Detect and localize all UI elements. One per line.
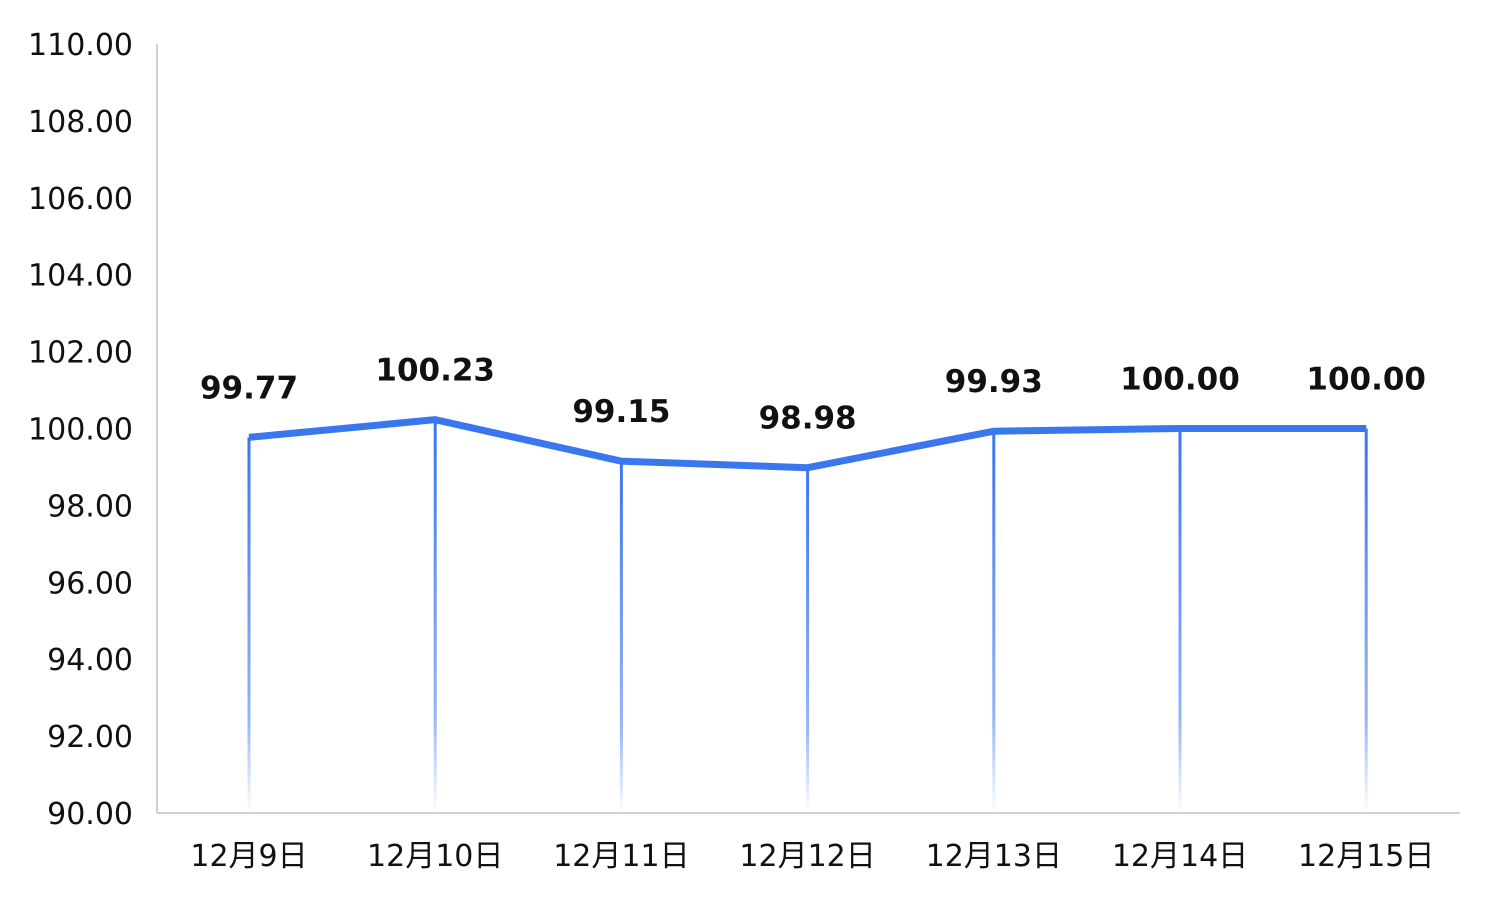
y-tick-label: 96.00 — [47, 566, 133, 601]
data-label: 98.98 — [759, 401, 857, 437]
y-axis: 90.00 92.00 94.00 96.00 98.00 100.00 102.00 104… — [28, 28, 158, 832]
series-line-group — [248, 416, 1367, 472]
data-label: 99.77 — [200, 370, 298, 406]
x-tick-label: 12月14日 — [1112, 839, 1248, 874]
y-tick-label: 94.00 — [47, 643, 133, 678]
drop-lines — [247, 419, 1368, 813]
x-axis: 12月9日 12月10日 12月11日 12月12日 12月13日 12月14日 12月15… — [157, 812, 1460, 874]
x-tick-label: 12月11日 — [553, 839, 689, 874]
drop-line — [1178, 428, 1182, 813]
y-tick-label: 110.00 — [28, 28, 133, 63]
y-tick-label: 104.00 — [28, 259, 133, 294]
y-tick-label: 108.00 — [28, 105, 133, 140]
data-label: 100.00 — [1306, 362, 1426, 398]
drop-line — [1364, 428, 1368, 813]
x-tick-label: 12月10日 — [367, 839, 503, 874]
y-tick-label: 90.00 — [47, 797, 133, 832]
drop-line — [806, 467, 810, 813]
data-labels: 99.77 100.23 99.15 98.98 99.93 100.00 100.00 — [200, 353, 1426, 437]
data-label: 99.15 — [572, 394, 670, 430]
drop-line — [433, 419, 437, 813]
y-tick-label: 102.00 — [28, 336, 133, 371]
y-tick-label: 92.00 — [47, 720, 133, 755]
x-tick-label: 12月9日 — [190, 839, 307, 874]
data-label: 99.93 — [945, 364, 1043, 400]
x-tick-label: 12月12日 — [739, 839, 875, 874]
x-tick-label: 12月13日 — [926, 839, 1062, 874]
data-label: 100.00 — [1120, 362, 1240, 398]
data-label: 100.23 — [375, 353, 495, 389]
y-tick-label: 98.00 — [47, 489, 133, 524]
y-tick-label: 100.00 — [28, 413, 133, 448]
drop-line — [619, 461, 623, 813]
drop-line — [992, 431, 996, 813]
x-tick-label: 12月15日 — [1298, 839, 1434, 874]
y-tick-label: 106.00 — [28, 182, 133, 217]
drop-line — [247, 437, 251, 813]
